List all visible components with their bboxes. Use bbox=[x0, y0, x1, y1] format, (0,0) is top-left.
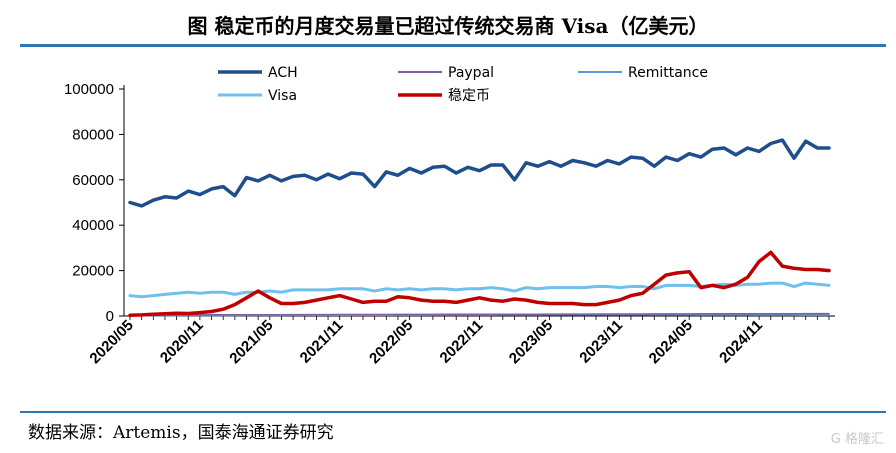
series-line-4 bbox=[128, 250, 831, 318]
x-tick-label: 2024/05 bbox=[646, 317, 696, 367]
legend-label: 稳定币 bbox=[448, 88, 490, 104]
plot-area bbox=[128, 138, 831, 318]
series-line-0 bbox=[128, 138, 831, 208]
legend-label: Paypal bbox=[448, 65, 494, 81]
legend-label: Remittance bbox=[628, 65, 708, 81]
watermark: G 格隆汇 bbox=[830, 432, 884, 447]
y-axis: 0 20000 40000 60000 80000 100000 bbox=[64, 81, 125, 325]
x-tick-label: 2024/11 bbox=[716, 317, 766, 367]
chart-title: 图 稳定币的月度交易量已超过传统交易商 Visa（亿美元） bbox=[187, 14, 709, 38]
x-tick-label: 2021/11 bbox=[297, 317, 347, 367]
title-divider bbox=[20, 44, 886, 47]
x-tick-label: 2021/05 bbox=[226, 317, 276, 367]
line-chart: ACH Paypal Remittance Visa 稳定币 0 20000 40000 60… bbox=[64, 65, 835, 367]
x-tick-label: 2023/05 bbox=[506, 317, 556, 367]
series-line-1 bbox=[129, 312, 830, 316]
x-tick-label: 2022/11 bbox=[437, 317, 487, 367]
source-divider bbox=[20, 411, 886, 413]
source-note: 数据来源：Artemis，国泰海通证券研究 bbox=[28, 423, 334, 443]
x-axis: 2020/05 2020/11 2021/05 2021/11 2022/05 2022/… bbox=[86, 315, 835, 367]
x-tick-label: 2022/05 bbox=[366, 317, 416, 367]
y-tick-label: 40000 bbox=[72, 217, 114, 234]
y-tick-label: 100000 bbox=[64, 81, 114, 98]
legend: ACH Paypal Remittance Visa 稳定币 bbox=[218, 65, 708, 104]
legend-label: ACH bbox=[268, 65, 298, 81]
y-tick-label: 80000 bbox=[72, 126, 114, 143]
x-tick-label: 2020/11 bbox=[157, 317, 207, 367]
legend-label: Visa bbox=[268, 88, 297, 104]
y-tick-label: 20000 bbox=[72, 263, 114, 280]
x-tick-label: 2023/11 bbox=[576, 317, 626, 367]
y-tick-label: 60000 bbox=[72, 172, 114, 189]
y-tick-label: 0 bbox=[106, 308, 114, 325]
series-line-3 bbox=[128, 281, 831, 299]
